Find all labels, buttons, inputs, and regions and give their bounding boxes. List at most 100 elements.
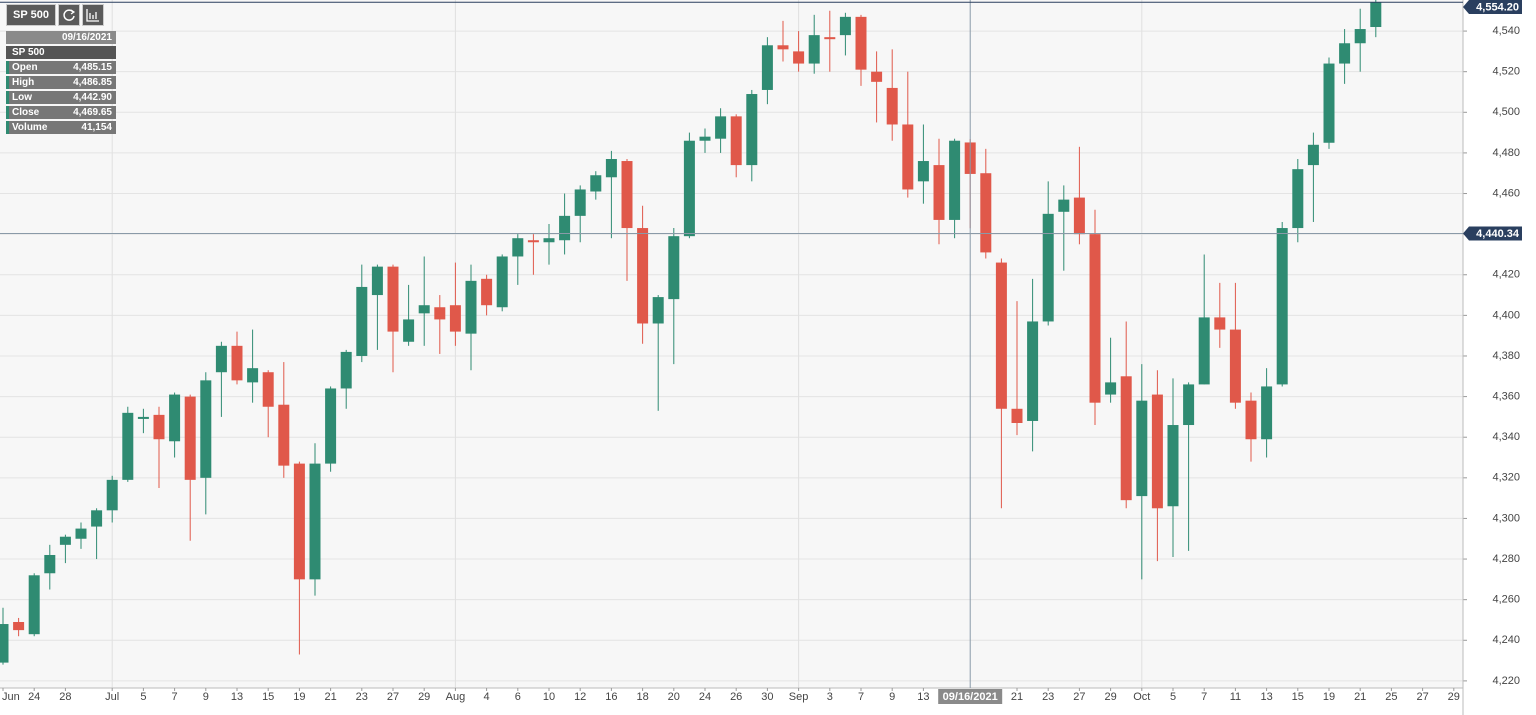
candle-body (1120, 376, 1132, 501)
x-tick-label: 12 (574, 691, 586, 703)
price-tag (1463, 0, 1522, 14)
x-tick-label: Jul (105, 691, 119, 703)
candle-body (106, 479, 118, 511)
x-tick-label: 5 (1170, 691, 1176, 703)
info-value: 4,486.85 (73, 77, 112, 88)
candle-body (496, 256, 508, 308)
x-tick-label: 6 (515, 691, 521, 703)
candle-body (668, 236, 680, 300)
candle-body (855, 16, 867, 70)
y-tick-label: 4,520 (1492, 66, 1520, 78)
candle-body (1073, 197, 1085, 235)
candle-body (418, 305, 430, 314)
candle-body (44, 554, 56, 574)
candle-body (652, 297, 664, 324)
candle-body (153, 414, 165, 440)
info-label: Open (12, 62, 38, 73)
symbol-button[interactable]: SP 500 (6, 4, 56, 26)
candle-body (1261, 386, 1273, 440)
candle-body (1214, 317, 1226, 330)
candle-body (605, 159, 617, 178)
candle-body (995, 262, 1007, 409)
candle-body (403, 319, 415, 342)
price-tag (1463, 226, 1522, 241)
candle-body (1339, 43, 1351, 64)
info-rows: Open 4,485.15 High 4,486.85 Low 4,442.90 Close… (6, 61, 116, 134)
candle-body (293, 463, 305, 580)
y-tick-label: 4,460 (1492, 187, 1520, 199)
candle-body (527, 240, 539, 243)
candle-body (122, 412, 134, 480)
x-tick-label: 21 (1011, 691, 1023, 703)
y-tick-label: 4,400 (1492, 309, 1520, 321)
x-tick-label: Aug (446, 691, 466, 703)
chart-type-button[interactable] (82, 4, 104, 26)
y-tick-label: 4,380 (1492, 350, 1520, 362)
info-value: 4,469.65 (73, 107, 112, 118)
candle-body (793, 51, 805, 64)
candle-body (231, 345, 243, 381)
candle-body (980, 173, 992, 253)
x-tick-label: 11 (1230, 691, 1241, 703)
candle-body (949, 140, 961, 220)
candle-body (886, 87, 898, 125)
crosshair-date-tag (938, 689, 1003, 704)
candle-body (1370, 2, 1382, 28)
toolbar: SP 500 (6, 4, 116, 26)
candle-body (465, 280, 477, 334)
candle-body (1292, 169, 1304, 229)
candle-body (1089, 234, 1101, 403)
x-tick-label: Oct (1133, 691, 1150, 703)
candle-body (715, 116, 727, 139)
x-tick-label: 29 (1104, 691, 1116, 703)
refresh-button[interactable] (58, 4, 80, 26)
x-tick-label: 25 (1385, 691, 1397, 703)
candle-body (1307, 144, 1319, 166)
candle-body (1151, 394, 1163, 509)
x-tick-label: 7 (858, 691, 864, 703)
candle-body (13, 622, 25, 631)
candle-body (434, 307, 446, 320)
x-tick-label: 3 (827, 691, 833, 703)
candle-body (1323, 63, 1335, 143)
candle-body (309, 463, 321, 580)
candle-body (1183, 384, 1195, 426)
info-label: Volume (12, 122, 48, 133)
candle-body (184, 396, 196, 480)
candle-body (262, 372, 274, 407)
info-value: 4,485.15 (73, 62, 112, 73)
x-tick-label: 24 (28, 691, 40, 703)
x-tick-label: Sep (789, 691, 809, 703)
candle-body (1027, 321, 1039, 421)
candle-body (28, 575, 40, 635)
x-tick-label: 27 (387, 691, 399, 703)
candle-body (169, 394, 181, 442)
candle-body (449, 305, 461, 332)
info-symbol: SP 500 (6, 46, 116, 59)
candle-body (0, 624, 9, 663)
x-tick-label: 15 (262, 691, 274, 703)
x-tick-label: 9 (889, 691, 895, 703)
x-tick-label: 19 (293, 691, 305, 703)
x-tick-label: 19 (1323, 691, 1335, 703)
x-tick-label: 27 (1073, 691, 1085, 703)
candle-body (543, 238, 555, 243)
candle-body (1198, 317, 1210, 385)
x-tick-label: 27 (1416, 691, 1428, 703)
candle-body (761, 45, 773, 90)
info-date: 09/16/2021 (6, 31, 116, 44)
candle-body (247, 368, 259, 383)
x-tick-label: 29 (1448, 691, 1460, 703)
info-label: Close (12, 107, 40, 118)
x-tick-label: 18 (636, 691, 648, 703)
info-label: Low (12, 92, 32, 103)
y-tick-label: 4,240 (1492, 634, 1520, 646)
x-tick-label: Jun (2, 691, 20, 703)
chart-type-icon (86, 9, 99, 22)
x-axis-background (0, 688, 1463, 715)
candle-body (1042, 213, 1054, 322)
info-row: Volume 41,154 (6, 121, 116, 134)
candle-body (590, 175, 602, 192)
x-tick-label: 7 (1201, 691, 1207, 703)
